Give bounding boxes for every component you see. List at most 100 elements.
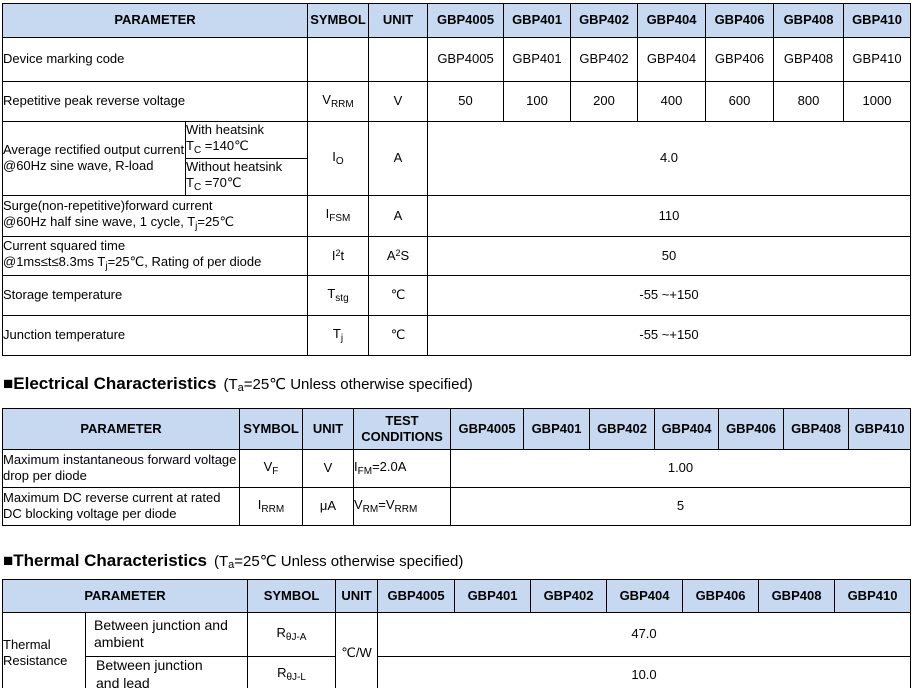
thermal-characteristics-heading: ■Thermal Characteristics (Ta=25℃ Unless o… — [3, 550, 912, 576]
thermal-characteristics-table: PARAMETER SYMBOL UNIT GBP4005 GBP401 GBP… — [2, 578, 911, 688]
unit-cell: A2S — [368, 235, 428, 276]
value-cell: 100 — [503, 81, 571, 122]
model-header-cell: GBP410 — [843, 3, 911, 38]
model-header-cell: GBP410 — [834, 578, 911, 613]
model-header-cell: GBP402 — [570, 3, 638, 38]
parameter-cell: Maximum DC reverse current at rated DC b… — [2, 486, 240, 526]
symbol-cell: IRRM — [239, 486, 303, 526]
parameter-cell: Average rectified output current @60Hz s… — [2, 121, 186, 196]
test-conditions-header-cell: TEST CONDITIONS — [353, 407, 451, 450]
model-header-cell: GBP402 — [530, 578, 607, 613]
irrm-row: Maximum DC reverse current at rated DC b… — [2, 486, 911, 526]
tstg-row: Storage temperature Tstg ℃ -55 ~+150 — [2, 274, 911, 316]
value-cell: 200 — [570, 81, 638, 122]
device-marking-row: Device marking code GBP4005 GBP401 GBP40… — [2, 37, 911, 82]
symbol-header-cell: SYMBOL — [247, 578, 336, 613]
io-row-with-heatsink: Average rectified output current @60Hz s… — [2, 121, 911, 196]
symbol-cell: RθJ-L — [247, 655, 336, 688]
rtheta-ja-row: Thermal Resistance Between junction and … — [2, 611, 911, 688]
thermal-resistance-group-cell: Thermal Resistance — [2, 611, 86, 688]
ifsm-row: Surge(non-repetitive)forward current @60… — [2, 194, 911, 237]
table-header-row: PARAMETER SYMBOL UNIT GBP4005 GBP401 GBP… — [2, 578, 911, 613]
unit-cell: μA — [302, 486, 354, 526]
value-cell: GBP402 — [570, 37, 638, 82]
value-cell-span: 110 — [427, 194, 911, 237]
symbol-cell: VF — [239, 448, 303, 488]
parameter-cell: Between junction and ambient — [85, 611, 248, 657]
value-cell-span: 10.0 — [377, 655, 911, 688]
unit-cell: ℃ — [368, 314, 428, 356]
unit-cell: V — [368, 81, 428, 122]
parameter-cell: Between junction and lead — [85, 655, 248, 688]
section-bullet: ■ — [3, 373, 14, 393]
unit-header-cell: UNIT — [368, 3, 428, 38]
value-cell: 50 — [427, 81, 504, 122]
unit-cell: A — [368, 194, 428, 237]
model-header-cell: GBP408 — [758, 578, 835, 613]
unit-header-cell: UNIT — [302, 407, 354, 450]
without-heatsink-cell: Without heatsink TC =70℃ — [185, 158, 308, 196]
parameter-cell: Storage temperature — [2, 274, 308, 316]
value-cell-span: 50 — [427, 235, 911, 276]
model-header-cell: GBP401 — [454, 578, 531, 613]
value-cell-span: 4.0 — [427, 121, 911, 196]
model-header-cell: GBP410 — [848, 407, 911, 450]
model-header-cell: GBP408 — [783, 407, 849, 450]
section-title: Electrical Characteristics — [13, 373, 217, 393]
i2t-row: Current squared time @1ms≤t≤8.3ms Tj=25℃… — [2, 235, 911, 276]
test-conditions-cell: VRM=VRRM — [353, 486, 451, 526]
maximum-ratings-table: PARAMETER SYMBOL UNIT GBP4005 GBP401 GBP… — [2, 3, 911, 356]
section-condition: (Ta=25℃ Unless otherwise specified) — [213, 552, 464, 571]
vrrm-row: Repetitive peak reverse voltage VRRM V 5… — [2, 81, 911, 122]
value-cell-span: 5 — [450, 486, 911, 526]
model-header-cell: GBP406 — [718, 407, 784, 450]
parameter-header-cell: PARAMETER — [2, 3, 308, 38]
symbol-cell: IFSM — [307, 194, 369, 237]
value-cell: GBP410 — [843, 37, 911, 82]
symbol-cell: Tj — [307, 314, 369, 356]
model-header-cell: GBP4005 — [377, 578, 455, 613]
electrical-characteristics-table: PARAMETER SYMBOL UNIT TEST CONDITIONS GB… — [2, 407, 911, 526]
symbol-header-cell: SYMBOL — [239, 407, 303, 450]
table-header-row: PARAMETER SYMBOL UNIT TEST CONDITIONS GB… — [2, 407, 911, 450]
value-cell: 400 — [637, 81, 706, 122]
value-cell-span: 1.00 — [450, 448, 911, 488]
vf-row: Maximum instantaneous forward voltage dr… — [2, 448, 911, 488]
section-title: Thermal Characteristics — [13, 550, 207, 570]
model-header-cell: GBP404 — [637, 3, 706, 38]
value-cell: GBP4005 — [427, 37, 504, 82]
unit-cell: ℃ — [368, 274, 428, 316]
symbol-cell: VRRM — [307, 81, 369, 122]
section-bullet: ■ — [3, 550, 14, 570]
value-cell-span: -55 ~+150 — [427, 314, 911, 356]
unit-cell-empty — [368, 37, 428, 82]
electrical-characteristics-heading: ■Electrical Characteristics (Ta=25℃ Unles… — [3, 373, 912, 399]
parameter-cell: Junction temperature — [2, 314, 308, 356]
parameter-cell: Device marking code — [2, 37, 308, 82]
parameter-cell: Repetitive peak reverse voltage — [2, 81, 308, 122]
unit-cell: ℃/W — [335, 611, 378, 688]
value-cell: 800 — [773, 81, 844, 122]
value-cell: GBP404 — [637, 37, 706, 82]
unit-header-cell: UNIT — [335, 578, 378, 613]
with-heatsink-cell: With heatsink TC =140℃ — [185, 121, 308, 159]
value-cell: 1000 — [843, 81, 911, 122]
parameter-cell: Maximum instantaneous forward voltage dr… — [2, 448, 240, 488]
model-header-cell: GBP404 — [606, 578, 683, 613]
symbol-cell-empty — [307, 37, 369, 82]
model-header-cell: GBP408 — [773, 3, 844, 38]
value-cell: GBP406 — [705, 37, 774, 82]
parameter-cell: Surge(non-repetitive)forward current @60… — [2, 194, 308, 237]
parameter-cell: Current squared time @1ms≤t≤8.3ms Tj=25℃… — [2, 235, 308, 276]
model-header-cell: GBP401 — [523, 407, 590, 450]
value-cell: 600 — [705, 81, 774, 122]
model-header-cell: GBP406 — [682, 578, 759, 613]
model-header-cell: GBP4005 — [427, 3, 504, 38]
symbol-header-cell: SYMBOL — [307, 3, 369, 38]
unit-cell: V — [302, 448, 354, 488]
rtheta-jl-row: Between junction and lead RθJ-L 10.0 — [3, 655, 911, 688]
value-cell-span: -55 ~+150 — [427, 274, 911, 316]
value-cell: GBP408 — [773, 37, 844, 82]
model-header-cell: GBP401 — [503, 3, 571, 38]
